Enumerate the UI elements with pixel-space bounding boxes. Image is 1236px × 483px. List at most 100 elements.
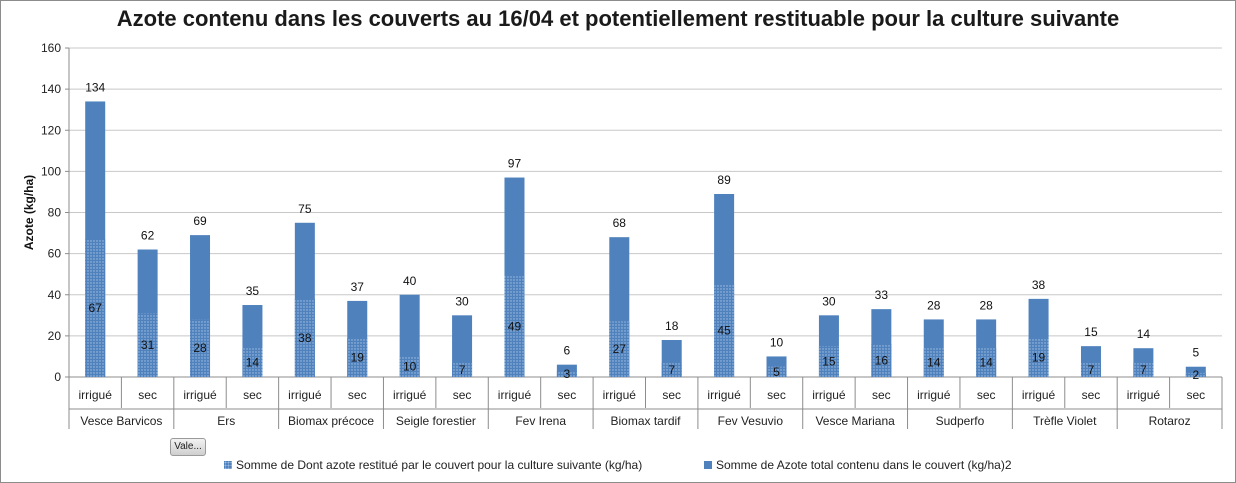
x-tick-label: irrigué <box>1022 388 1056 402</box>
legend-item-restitue: Somme de Dont azote restitué par le couv… <box>224 458 642 472</box>
bar-restitue <box>452 362 473 377</box>
data-label-total: 97 <box>508 157 522 171</box>
data-label-restitue: 14 <box>979 356 993 370</box>
x-group-label: Rotaroz <box>1149 414 1191 428</box>
data-label-total: 28 <box>979 298 993 312</box>
data-label-restitue: 45 <box>717 324 731 338</box>
data-label-restitue: 5 <box>773 365 780 379</box>
y-tick-label: 20 <box>48 329 62 343</box>
data-label-restitue: 3 <box>564 367 571 381</box>
legend-swatch-restitue <box>224 461 232 469</box>
data-label-total: 28 <box>927 298 941 312</box>
data-label-total: 18 <box>665 319 679 333</box>
x-group-label: Vesce Mariana <box>815 414 895 428</box>
bar-restitue <box>766 366 787 377</box>
x-tick-label: irrigué <box>393 388 427 402</box>
x-tick-label: irrigué <box>812 388 846 402</box>
data-label-restitue: 2 <box>1192 368 1199 382</box>
values-field-button[interactable]: Vale... <box>170 438 206 456</box>
x-tick-label: irrigué <box>603 388 637 402</box>
x-tick-label: sec <box>662 388 681 402</box>
x-tick-label: sec <box>977 388 996 402</box>
data-label-restitue: 14 <box>927 356 941 370</box>
data-label-total: 134 <box>85 80 105 94</box>
x-tick-label: irrigué <box>183 388 217 402</box>
data-label-restitue: 31 <box>141 338 155 352</box>
y-tick-label: 160 <box>41 41 61 55</box>
data-label-total: 68 <box>613 216 627 230</box>
x-tick-label: sec <box>1186 388 1205 402</box>
y-tick-label: 60 <box>48 247 62 261</box>
bar-restitue <box>818 346 839 377</box>
x-tick-label: sec <box>348 388 367 402</box>
bar-restitue <box>976 348 997 377</box>
bar-restitue <box>1080 362 1101 377</box>
bar-restitue <box>609 321 630 377</box>
bar-restitue <box>347 337 368 377</box>
bar-restitue <box>504 276 525 377</box>
bar-restitue <box>1185 372 1206 377</box>
data-label-restitue: 7 <box>1140 363 1147 377</box>
bar-total <box>452 315 473 377</box>
x-tick-label: irrigué <box>288 388 322 402</box>
data-label-total: 30 <box>455 294 469 308</box>
data-label-total: 37 <box>351 280 365 294</box>
bar-restitue <box>871 344 892 377</box>
x-tick-label: sec <box>872 388 891 402</box>
y-tick-label: 80 <box>48 206 62 220</box>
data-label-restitue: 19 <box>1032 350 1046 364</box>
y-tick-label: 40 <box>48 288 62 302</box>
data-label-total: 33 <box>875 288 889 302</box>
x-group-label: Sudperfo <box>936 414 985 428</box>
data-label-restitue: 67 <box>89 301 103 315</box>
x-tick-label: irrigué <box>79 388 113 402</box>
data-label-total: 69 <box>193 214 207 228</box>
x-tick-label: sec <box>767 388 786 402</box>
bar-restitue <box>137 313 158 377</box>
data-label-total: 40 <box>403 274 417 288</box>
y-tick-label: 140 <box>41 82 61 96</box>
data-label-restitue: 7 <box>459 363 466 377</box>
legend-label-restitue: Somme de Dont azote restitué par le couv… <box>236 458 643 472</box>
data-label-restitue: 14 <box>246 356 260 370</box>
y-tick-label: 120 <box>41 123 61 137</box>
data-label-restitue: 19 <box>351 350 365 364</box>
bar-restitue <box>1133 362 1154 377</box>
x-group-label: Fev Irena <box>515 414 566 428</box>
data-label-restitue: 49 <box>508 320 522 334</box>
data-label-total: 5 <box>1192 346 1199 360</box>
x-tick-label: sec <box>243 388 262 402</box>
legend-item-total: Somme de Azote total contenu dans le cou… <box>704 458 1012 472</box>
bar-total <box>1185 366 1206 377</box>
data-label-restitue: 28 <box>193 341 207 355</box>
legend-label-total: Somme de Azote total contenu dans le cou… <box>716 458 1012 472</box>
legend-swatch-total <box>704 461 712 469</box>
bar-restitue <box>714 284 735 377</box>
x-group-label: Ers <box>217 414 235 428</box>
bar-restitue <box>294 298 315 377</box>
y-tick-label: 0 <box>54 370 61 384</box>
data-label-restitue: 10 <box>403 360 417 374</box>
bar-restitue <box>399 356 420 377</box>
bar-restitue <box>242 348 263 377</box>
data-label-total: 62 <box>141 229 155 243</box>
data-label-total: 89 <box>717 173 731 187</box>
data-label-total: 35 <box>246 284 260 298</box>
x-group-label: Vesce Barvicos <box>80 414 162 428</box>
y-tick-label: 100 <box>41 164 61 178</box>
bar-restitue <box>661 362 682 377</box>
x-tick-label: sec <box>1082 388 1101 402</box>
x-tick-label: sec <box>453 388 472 402</box>
data-label-total: 30 <box>822 294 836 308</box>
x-group-label: Biomax précoce <box>288 414 374 428</box>
x-group-label: Trèfle Violet <box>1033 414 1097 428</box>
x-tick-label: sec <box>138 388 157 402</box>
data-label-restitue: 16 <box>875 354 889 368</box>
x-tick-label: irrigué <box>498 388 532 402</box>
y-axis-label: Azote (kg/ha) <box>22 175 36 250</box>
data-label-restitue: 7 <box>1088 363 1095 377</box>
x-tick-label: irrigué <box>1127 388 1161 402</box>
data-label-total: 10 <box>770 335 784 349</box>
data-label-restitue: 7 <box>668 363 675 377</box>
